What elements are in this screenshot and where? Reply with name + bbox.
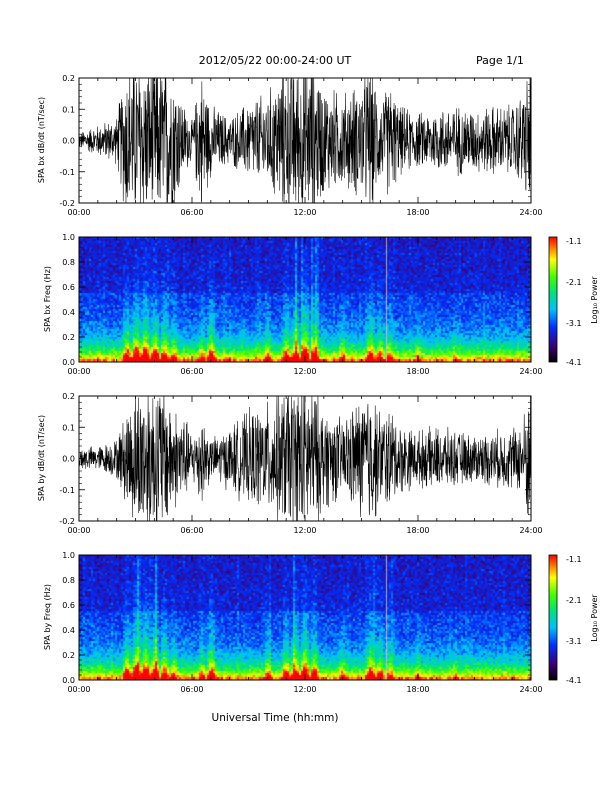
x-tick-label: 18:00 (406, 526, 429, 535)
y-tick-label: -0.1 (59, 168, 75, 177)
bx-freq-ylabel: SPA bx Freq (Hz) (43, 266, 52, 332)
x-tick-label: 06:00 (180, 526, 203, 535)
y-tick-label: -0.2 (59, 199, 75, 208)
y-tick-label: 0.0 (62, 676, 75, 685)
colorbar-tick-label: -3.1 (566, 319, 582, 328)
page-indicator: Page 1/1 (476, 54, 524, 67)
colorbar-tick-label: -1.1 (566, 555, 582, 564)
x-tick-label: 24:00 (519, 685, 542, 694)
colorbar-label: Log₁₀ Power (590, 276, 599, 324)
x-tick-label: 12:00 (293, 685, 316, 694)
y-tick-label: 0.4 (62, 308, 75, 317)
by-dbdt-ylabel: SPA by dB/dt (nT/sec) (37, 415, 46, 501)
bx-spectrogram-panel: SPA bx Freq (Hz) 00:00 06:00 12:00 18:00 24:… (43, 233, 543, 376)
y-tick-label: 0.2 (62, 651, 75, 660)
y-tick-label: 1.0 (62, 551, 75, 560)
spectrogram-canvas (79, 555, 531, 680)
by-dbdt-panel: SPA by dB/dt (nT/sec) 00:00 06:00 12:00 18:… (37, 392, 543, 535)
x-tick-label: 06:00 (180, 367, 203, 376)
y-tick-label: 0.2 (62, 74, 75, 83)
x-tick-label: 00:00 (67, 526, 90, 535)
y-tick-label: 0.4 (62, 626, 75, 635)
colorbar-tick-label: -3.1 (566, 637, 582, 646)
by-spectrogram-panel: SPA by Freq (Hz) 00:00 06:00 12:00 18:00 24:… (43, 551, 543, 694)
x-tick-label: 12:00 (293, 208, 316, 217)
y-tick-label: 0.0 (62, 358, 75, 367)
y-tick-label: 0.2 (62, 392, 75, 401)
figure-title: 2012/05/22 00:00-24:00 UT (199, 54, 352, 67)
x-tick-label: 00:00 (67, 367, 90, 376)
x-tick-label: 12:00 (293, 367, 316, 376)
colorbar-tick-label: -1.1 (566, 237, 582, 246)
y-tick-label: 0.2 (62, 333, 75, 342)
y-tick-label: 0.6 (62, 283, 75, 292)
bx-dbdt-ylabel: SPA bx dB/dt (nT/sec) (37, 97, 46, 183)
y-tick-label: 1.0 (62, 233, 75, 242)
y-tick-label: 0.8 (62, 576, 75, 585)
y-tick-label: 0.0 (62, 137, 75, 146)
x-tick-label: 00:00 (67, 208, 90, 217)
bx-colorbar: -1.1 -2.1 -3.1 -4.1 Log₁₀ Power (548, 236, 599, 367)
spectrogram-image (79, 237, 531, 362)
x-tick-label: 06:00 (180, 208, 203, 217)
x-tick-label: 00:00 (67, 685, 90, 694)
y-tick-label: -0.2 (59, 517, 75, 526)
x-tick-label: 24:00 (519, 526, 542, 535)
spectrogram-image (79, 555, 531, 680)
x-tick-label: 24:00 (519, 208, 542, 217)
colorbar-tick-label: -4.1 (566, 676, 582, 685)
by-freq-ylabel: SPA by Freq (Hz) (43, 584, 52, 650)
colorbar-tick-label: -4.1 (566, 358, 582, 367)
y-tick-label: 0.8 (62, 258, 75, 267)
x-tick-label: 18:00 (406, 367, 429, 376)
y-tick-label: 0.1 (62, 423, 75, 432)
y-tick-label: -0.1 (59, 486, 75, 495)
y-tick-label: 0.6 (62, 601, 75, 610)
x-tick-label: 24:00 (519, 367, 542, 376)
x-tick-label: 06:00 (180, 685, 203, 694)
y-tick-label: 0.0 (62, 455, 75, 464)
bx-dbdt-panel: SPA bx dB/dt (nT/sec) 00:00 06:00 12:00 18:… (37, 74, 543, 217)
by-colorbar: -1.1 -2.1 -3.1 -4.1 Log₁₀ Power (548, 554, 599, 685)
dbdt-trace (79, 78, 531, 203)
colorbar-tick-label: -2.1 (566, 278, 582, 287)
x-tick-label: 12:00 (293, 526, 316, 535)
x-tick-label: 18:00 (406, 685, 429, 694)
spectrogram-canvas (79, 237, 531, 362)
y-tick-label: 0.1 (62, 105, 75, 114)
x-tick-label: 18:00 (406, 208, 429, 217)
colorbar-label: Log₁₀ Power (590, 594, 599, 642)
x-axis-title: Universal Time (hh:mm) (212, 712, 339, 724)
dbdt-trace (79, 396, 531, 521)
colorbar-tick-label: -2.1 (566, 596, 582, 605)
